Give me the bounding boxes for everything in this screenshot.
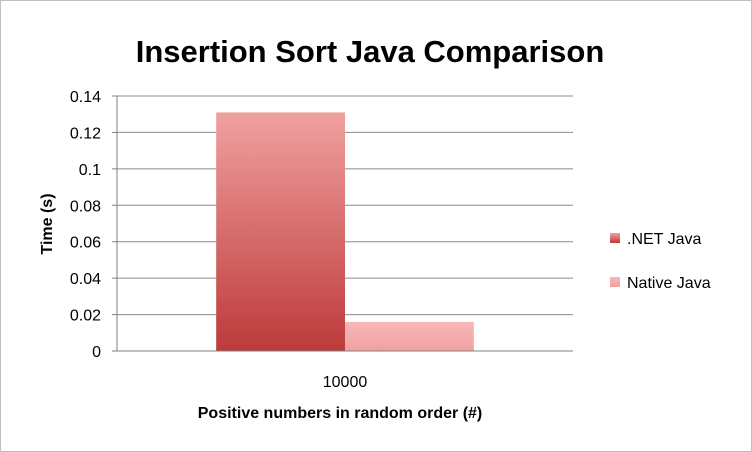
x-tick-label: 10000 (323, 374, 368, 391)
legend-swatch (610, 233, 620, 243)
x-axis-label: Positive numbers in random order (#) (198, 405, 483, 422)
y-tick-label: 0.02 (70, 308, 101, 325)
legend-swatch (610, 277, 620, 287)
chart-title: Insertion Sort Java Comparison (136, 34, 605, 69)
legend-label: .NET Java (627, 231, 702, 248)
y-tick-label: 0.04 (70, 271, 101, 288)
x-axis-ticks: 10000 (323, 374, 368, 391)
y-tick-label: 0.08 (70, 198, 101, 215)
bar-net-java (216, 112, 345, 352)
y-tick-label: 0 (92, 344, 101, 361)
legend: .NET Java Native Java (610, 231, 711, 292)
y-tick-label: 0.14 (70, 89, 101, 106)
y-axis-label: Time (s) (39, 193, 56, 254)
y-axis-ticks: 0 0.02 0.04 0.06 0.08 0.1 0.12 0.14 (70, 89, 117, 361)
y-tick-label: 0.12 (70, 125, 101, 142)
y-tick-label: 0.1 (79, 162, 101, 179)
legend-label: Native Java (627, 275, 711, 292)
bars (216, 112, 474, 352)
bar-native-java (345, 321, 474, 351)
y-tick-label: 0.06 (70, 235, 101, 252)
